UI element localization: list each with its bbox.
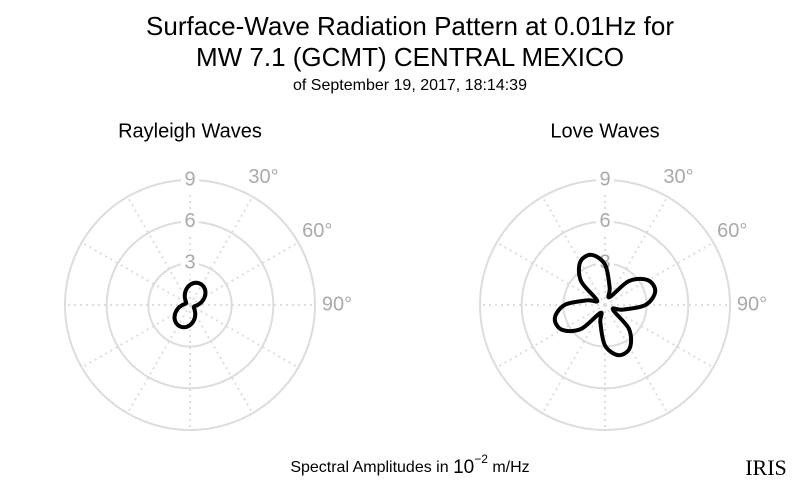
spoke: [126, 196, 191, 306]
theta-tick-label: 30°: [663, 166, 693, 188]
footer-unit: m/Hz: [488, 459, 530, 476]
spoke: [541, 304, 606, 414]
tick-bg: [596, 169, 614, 191]
theta-tick-label: 60°: [717, 220, 747, 242]
theta-tick-label: 60°: [302, 220, 332, 242]
tick-bg: [596, 210, 614, 233]
footer-text: Spectral Amplitudes in: [290, 459, 453, 476]
footer-exponent: −2: [474, 452, 488, 466]
footer-base: 10: [453, 457, 474, 478]
subtitle: of September 19, 2017, 18:14:39: [293, 77, 527, 94]
theta-tick-label: 30°: [248, 166, 278, 188]
theta-tick-label: 90°: [322, 293, 352, 315]
r-tick-label: 9: [599, 168, 610, 190]
polar-title: Rayleigh Waves: [118, 120, 262, 142]
radiation-pattern: [552, 252, 658, 358]
r-tick-label: 3: [184, 252, 195, 274]
tick-bg: [181, 169, 199, 191]
polar-title: Love Waves: [550, 120, 659, 142]
spoke: [604, 241, 714, 306]
theta-tick-label: 90°: [737, 293, 767, 315]
spoke: [604, 304, 669, 414]
footer: Spectral Amplitudes in 10−2 m/Hz: [290, 452, 529, 478]
spoke: [126, 304, 191, 414]
spoke: [81, 241, 191, 306]
radiation-pattern: [172, 280, 208, 330]
title-line: Surface-Wave Radiation Pattern at 0.01Hz…: [146, 11, 674, 41]
r-tick-label: 6: [184, 210, 195, 232]
spoke: [496, 304, 606, 369]
spoke: [604, 196, 669, 306]
spoke: [189, 304, 254, 414]
spoke: [541, 196, 606, 306]
spoke: [189, 304, 299, 369]
spoke: [604, 304, 714, 369]
r-tick-label: 6: [599, 210, 610, 232]
r-tick-label: 9: [184, 168, 195, 190]
spoke: [189, 196, 254, 306]
tick-bg: [181, 252, 199, 275]
tick-bg: [181, 210, 199, 233]
spoke: [496, 241, 606, 306]
logo: IRIS: [745, 455, 787, 480]
title-line: MW 7.1 (GCMT) CENTRAL MEXICO: [196, 42, 624, 72]
